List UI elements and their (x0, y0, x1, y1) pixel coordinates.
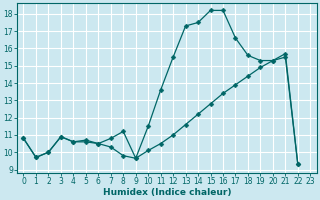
X-axis label: Humidex (Indice chaleur): Humidex (Indice chaleur) (103, 188, 231, 197)
